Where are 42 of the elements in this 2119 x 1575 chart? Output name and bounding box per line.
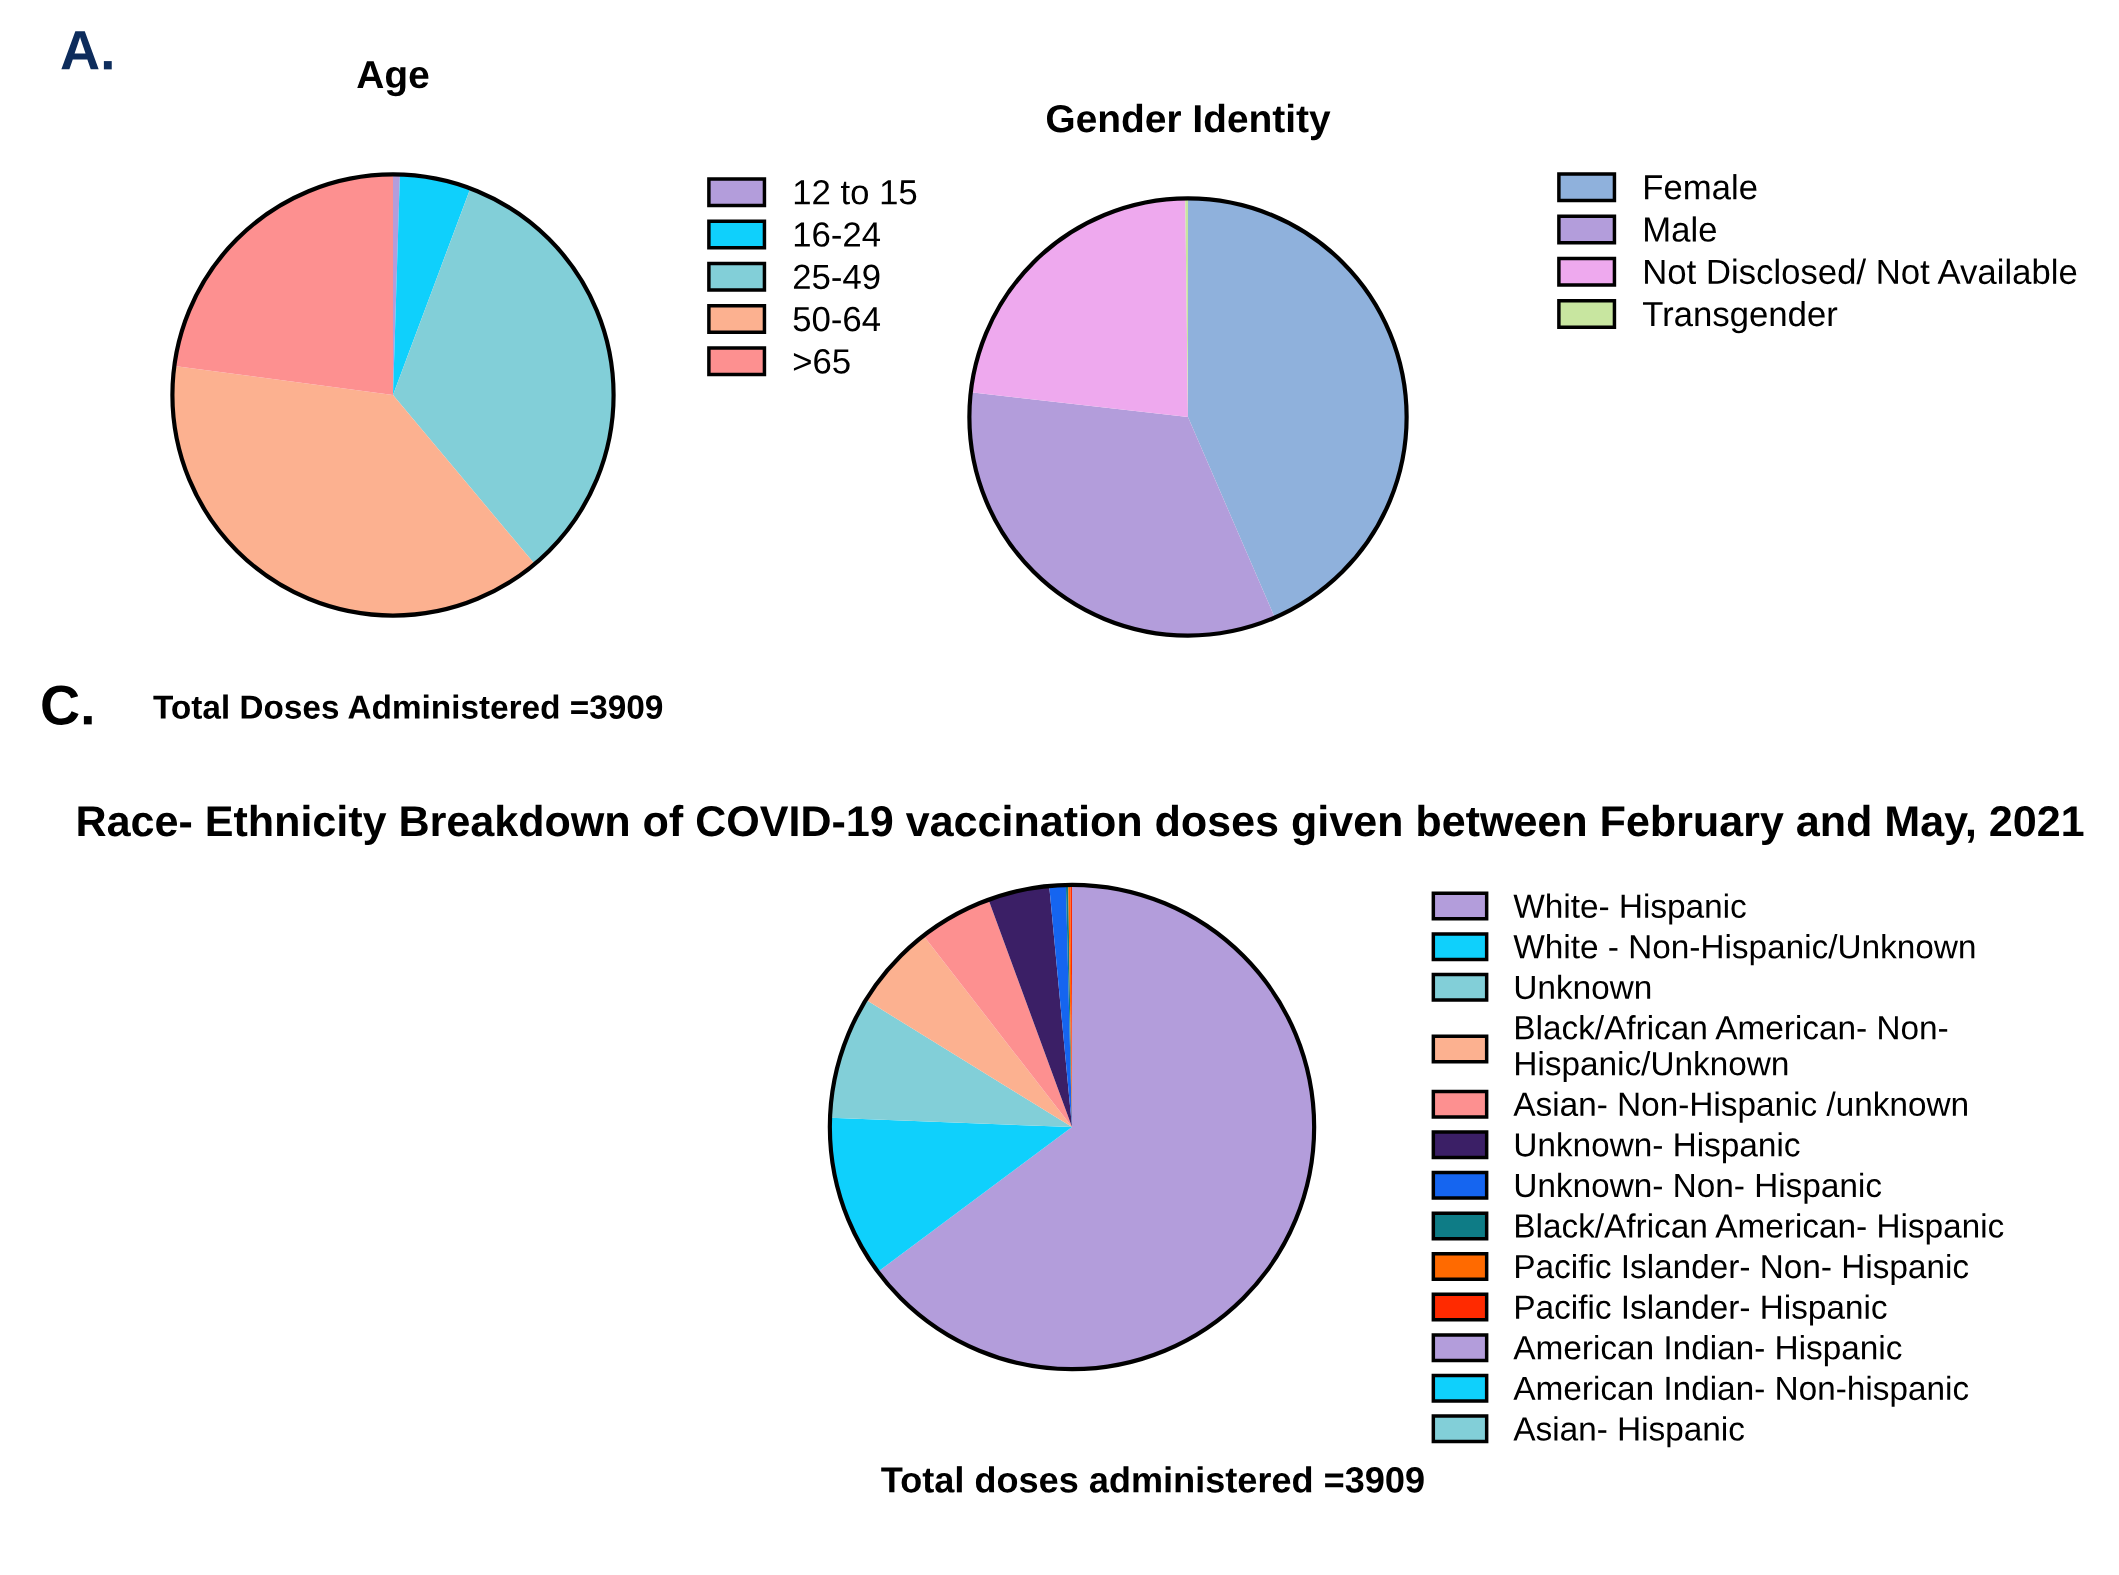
legend-label: 12 to 15 <box>794 179 917 205</box>
pie-slice <box>865 935 1072 1127</box>
pie-slice <box>174 174 393 395</box>
legend-label: White - Non-Hispanic/Unknown <box>1513 934 1975 966</box>
text: Total doses administered =3909 <box>881 1466 1424 1493</box>
legend-label: White- Hispanic <box>1513 893 1746 925</box>
legend-label: Pacific Islander- Non- Hispanic <box>1516 1253 1969 1285</box>
pie-slice <box>830 999 1072 1127</box>
legend-label: Pacific Islander- Hispanic <box>1516 1294 1887 1326</box>
legend-label: >65 <box>793 349 850 374</box>
legend-label: Black/African American- Hispanic <box>1516 1213 2004 1245</box>
text: Total Doses Administered =3909 <box>153 694 663 719</box>
text: C. <box>42 685 92 725</box>
legend-label: Unknown- Hispanic <box>1515 1132 1800 1164</box>
legend-label: Transgender <box>1643 300 1838 334</box>
pie-slice <box>969 392 1275 636</box>
legend-label: 50-64 <box>793 306 881 332</box>
legend-label: Asian- Non-Hispanic /unknown <box>1513 1091 1967 1123</box>
legend-label: Asian- Hispanic <box>1513 1416 1745 1448</box>
pie-slice <box>393 188 614 565</box>
pie-slice <box>877 884 1315 1370</box>
chart-title: Race- Ethnicity Breakdown of COVID-19 vaccination doses given between February and May, 2021 <box>78 804 2084 846</box>
pie-slice <box>970 198 1188 417</box>
legend-label: Unknown- Non- Hispanic <box>1515 1172 1882 1204</box>
legend-label: Male <box>1645 216 1716 242</box>
pie-slice <box>829 1117 1072 1272</box>
text: A. <box>61 31 112 70</box>
pie-slice <box>393 174 471 395</box>
pie-slice <box>923 899 1072 1127</box>
pie-slice <box>172 365 535 616</box>
pie-slice <box>1188 198 1407 618</box>
legend-label: American Indian- Hispanic <box>1513 1335 1902 1367</box>
legend-label: 25-49 <box>793 264 880 290</box>
legend-label: 16-24 <box>794 222 881 247</box>
legend-label: Unknown <box>1515 974 1651 1000</box>
chart-title: Age <box>357 61 429 97</box>
legend-label: Female <box>1645 174 1757 200</box>
chart-title: Gender Identity <box>1046 103 1331 141</box>
pie-slice <box>988 885 1072 1127</box>
legend-label: Black/African American- Non-Hispanic/Unknown <box>1516 1015 1948 1083</box>
legend-label: Not Disclosed/ Not Available <box>1645 258 2077 285</box>
legend-label: American Indian- Non-hispanic <box>1513 1375 1969 1407</box>
